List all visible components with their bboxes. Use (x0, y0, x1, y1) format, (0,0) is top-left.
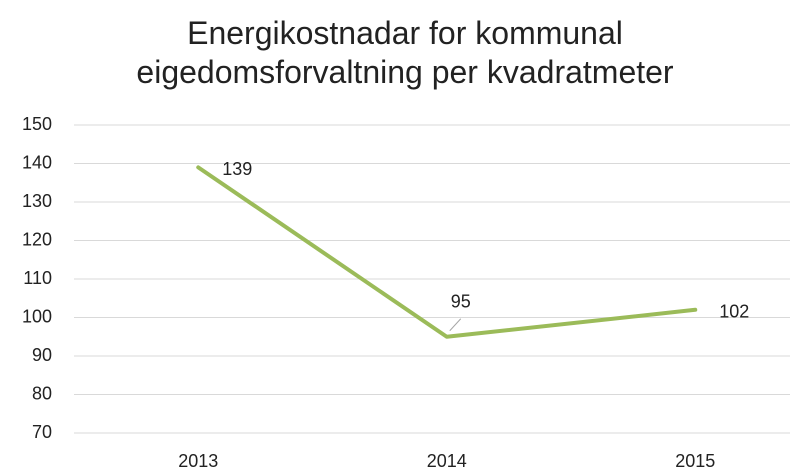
y-tick-label: 80 (32, 383, 52, 403)
data-label: 102 (719, 302, 749, 322)
y-tick-label: 150 (22, 114, 52, 134)
y-tick-label: 140 (22, 152, 52, 172)
y-tick-label: 90 (32, 345, 52, 365)
y-tick-label: 110 (23, 268, 52, 288)
y-tick-label: 100 (22, 306, 52, 326)
y-tick-label: 120 (22, 229, 52, 249)
x-tick-label: 2015 (675, 451, 715, 471)
data-label: 139 (222, 159, 252, 179)
x-tick-label: 2014 (427, 451, 467, 471)
data-label: 95 (451, 292, 471, 312)
chart-title: Energikostnadar for kommunal eigedomsfor… (136, 15, 674, 90)
x-tick-label: 2013 (178, 451, 218, 471)
y-tick-label: 70 (32, 422, 52, 442)
y-tick-label: 130 (22, 191, 52, 211)
leader-line (449, 318, 462, 332)
line-series (196, 165, 698, 339)
